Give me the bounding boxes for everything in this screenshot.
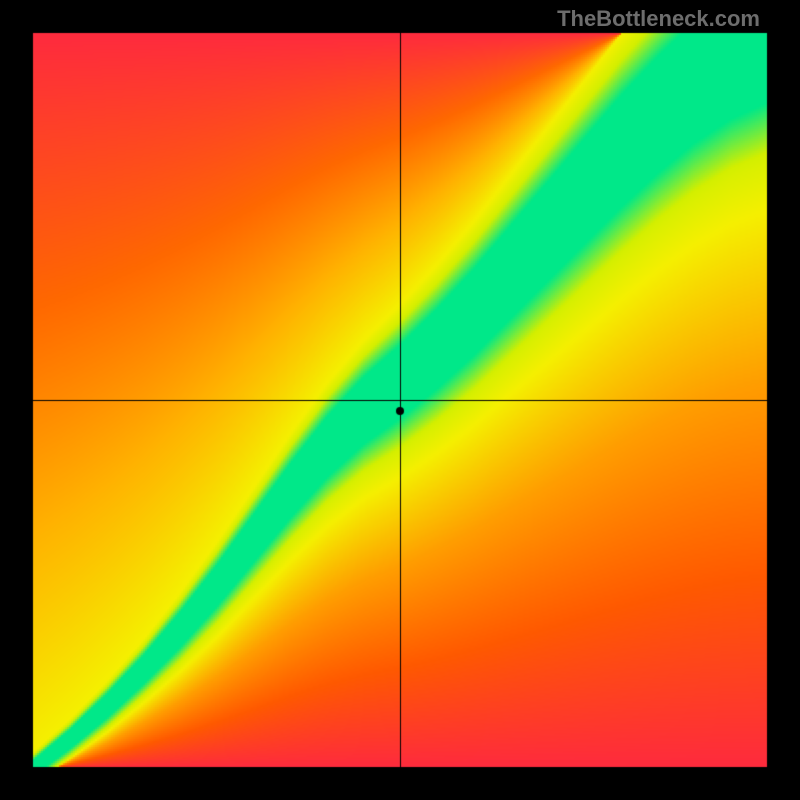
watermark-text: TheBottleneck.com [557,6,760,32]
chart-container: TheBottleneck.com [0,0,800,800]
heatmap-canvas [0,0,800,800]
